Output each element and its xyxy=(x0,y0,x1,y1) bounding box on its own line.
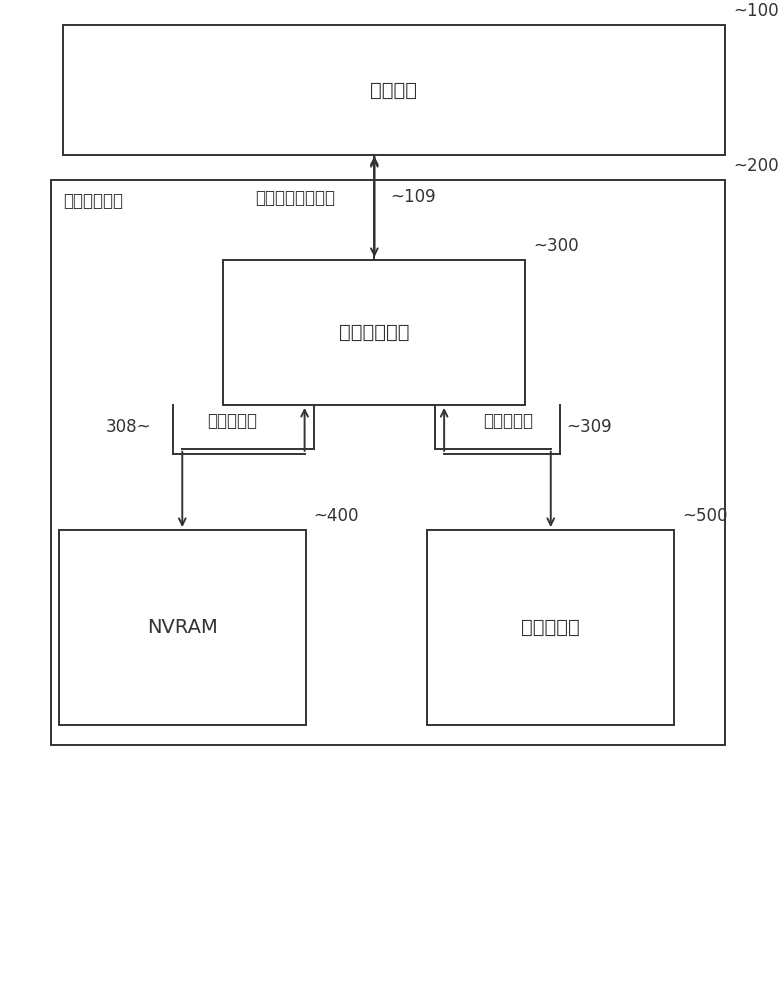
Text: ~200: ~200 xyxy=(733,157,779,175)
Text: ~109: ~109 xyxy=(390,188,436,207)
Text: 闪速存储器: 闪速存储器 xyxy=(521,618,580,637)
Text: 命令、数据和应答: 命令、数据和应答 xyxy=(255,188,335,207)
Text: ~309: ~309 xyxy=(566,418,612,436)
Bar xyxy=(51,180,725,745)
Text: ~500: ~500 xyxy=(682,507,728,525)
Text: 存储控制单元: 存储控制单元 xyxy=(339,323,409,342)
Bar xyxy=(59,530,306,725)
Text: ~300: ~300 xyxy=(533,237,579,255)
Text: 308~: 308~ xyxy=(105,418,151,436)
Text: ~100: ~100 xyxy=(733,2,779,20)
Bar xyxy=(63,25,725,155)
Text: ~400: ~400 xyxy=(314,507,359,525)
Text: 数据存储装置: 数据存储装置 xyxy=(63,192,123,210)
Bar xyxy=(223,260,525,405)
Text: 主计算机: 主计算机 xyxy=(371,81,417,100)
Text: 请求和数据: 请求和数据 xyxy=(208,412,257,430)
Text: NVRAM: NVRAM xyxy=(147,618,218,637)
Bar xyxy=(427,530,674,725)
Text: 请求和数据: 请求和数据 xyxy=(484,412,533,430)
